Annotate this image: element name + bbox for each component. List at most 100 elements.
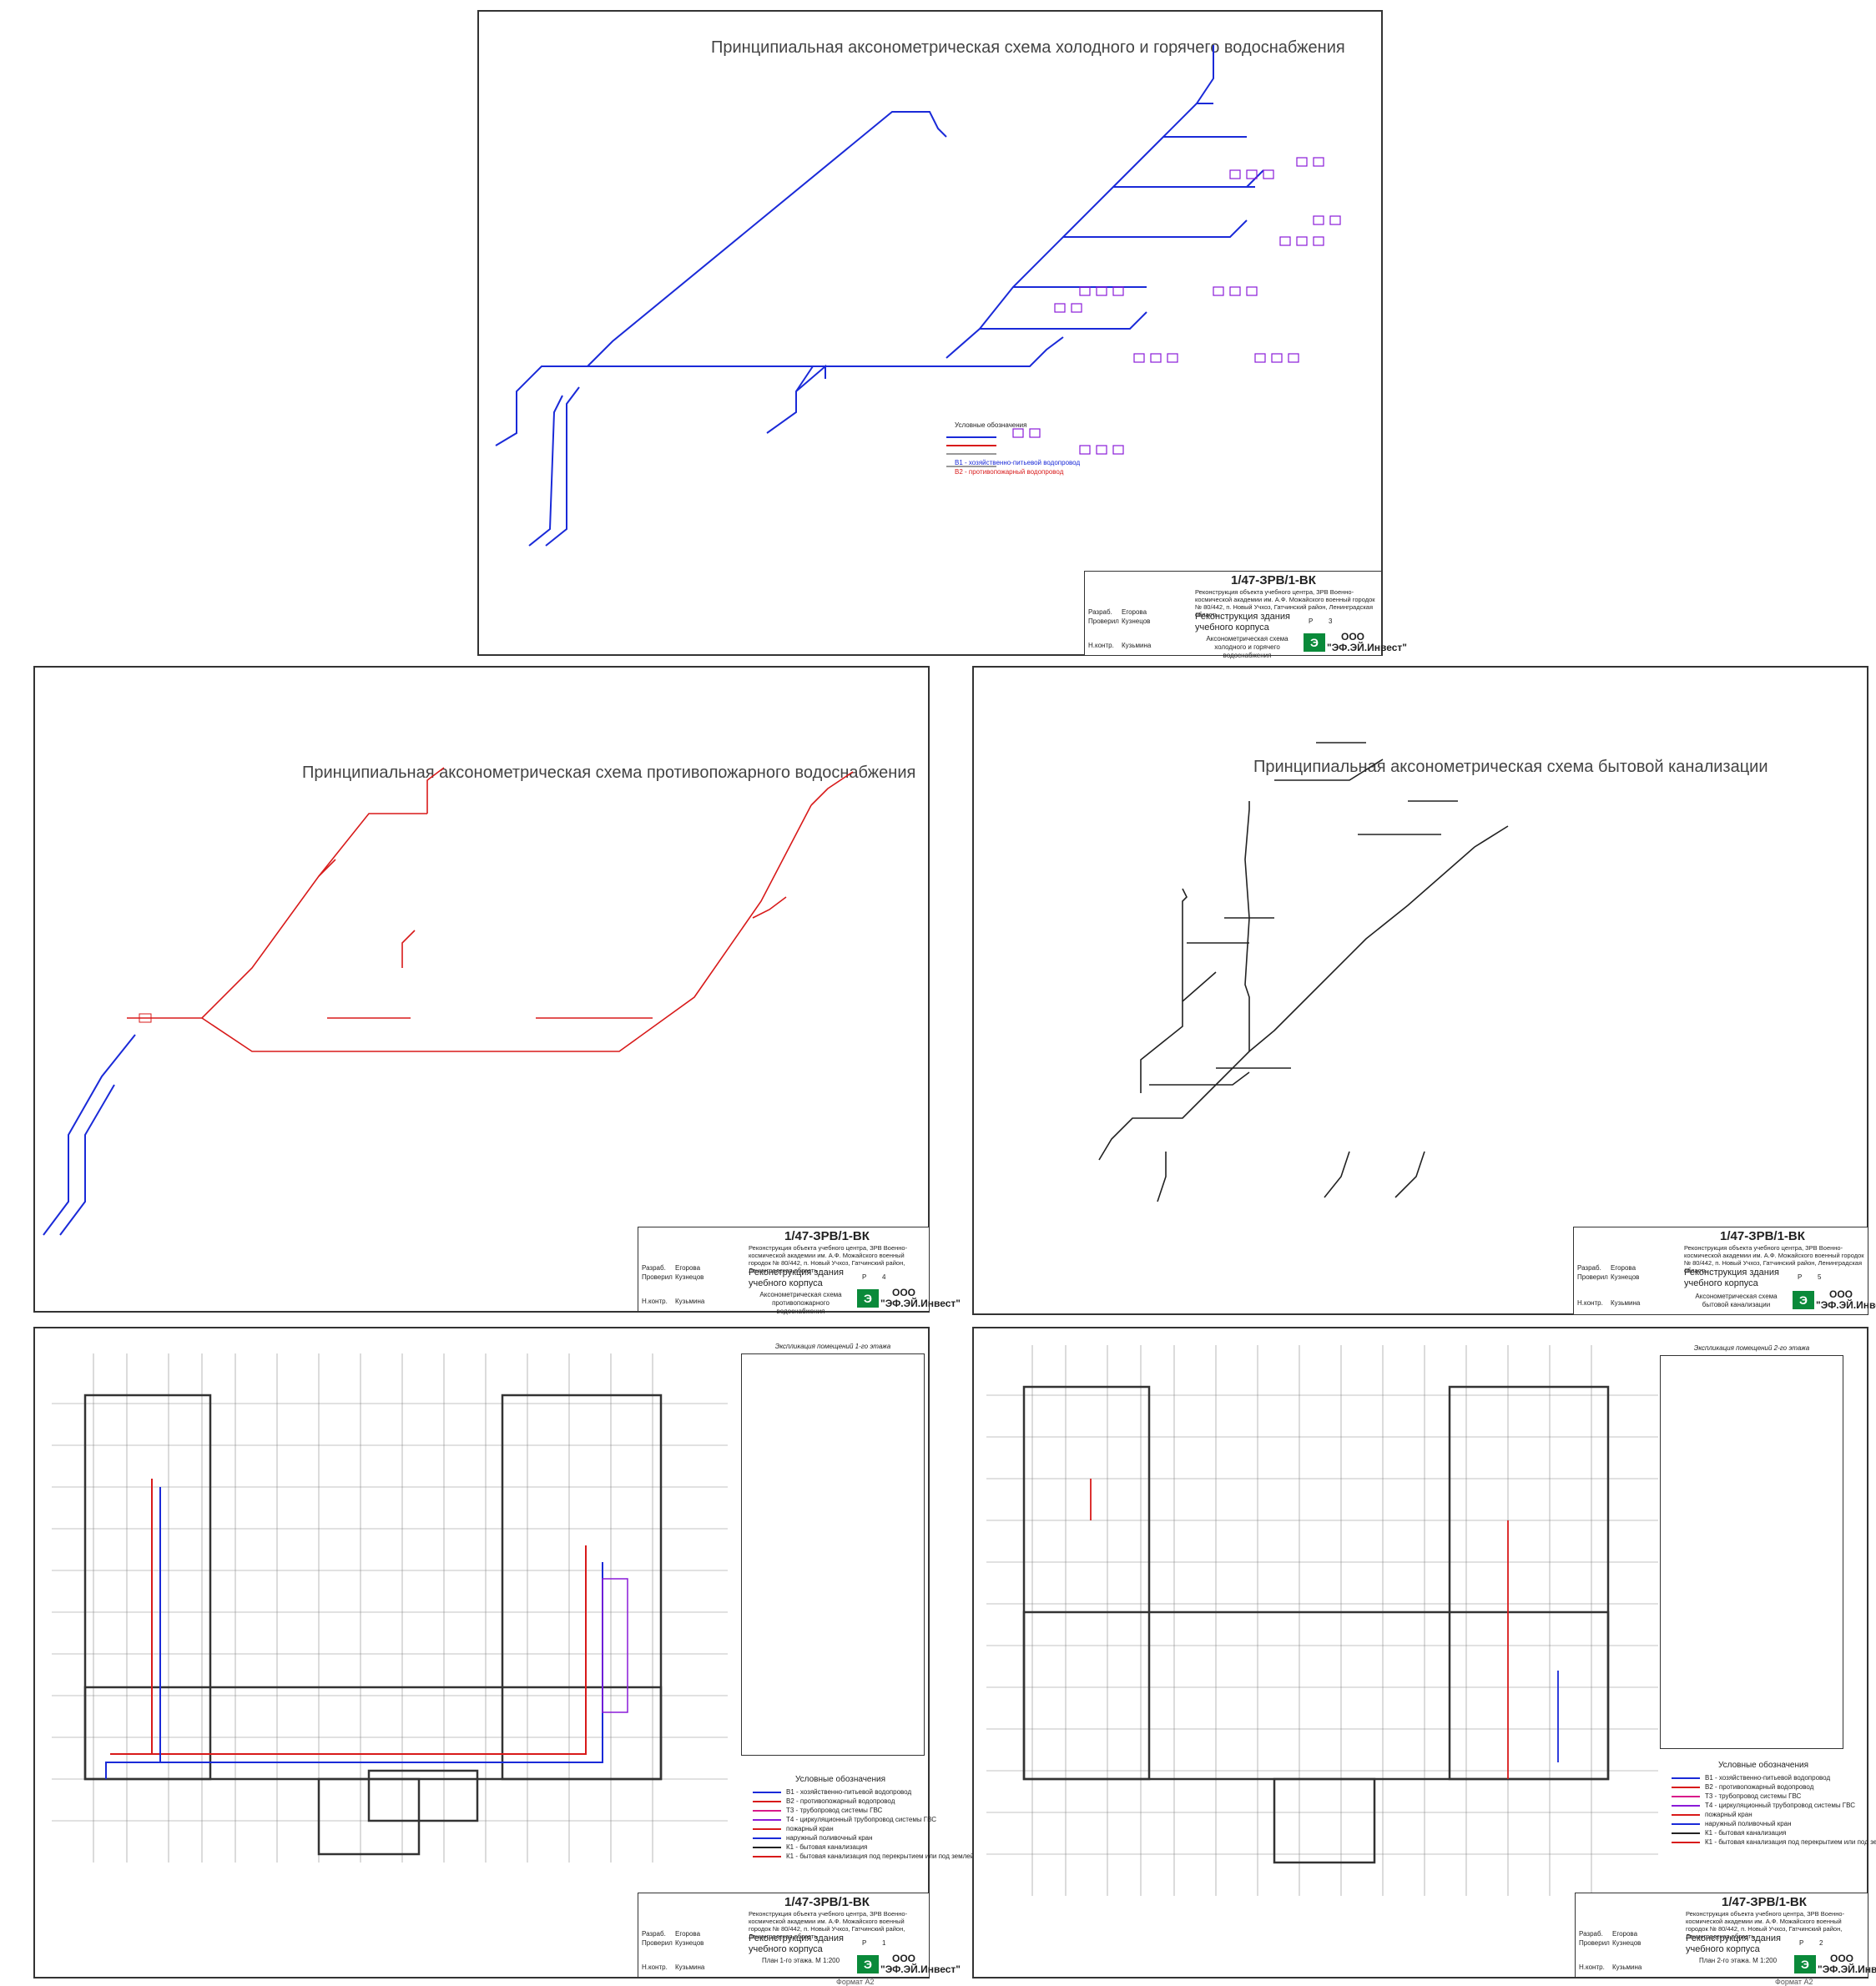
role-checker: Проверил: [1579, 1939, 1610, 1947]
firm-name: ООО"ЭФ.ЭЙ.Инвест": [880, 1953, 961, 1975]
project-name: Реконструкция объекта учебного центра, З…: [1686, 1910, 1845, 1940]
role-checker: Проверил: [642, 1939, 673, 1947]
legend-swatch: [1672, 1795, 1700, 1797]
name-normcontrol: Кузьмина: [1612, 1963, 1642, 1971]
name-checker: Кузнецов: [675, 1273, 704, 1281]
sheet-title: Принципиальная аксонометрическая схема х…: [711, 38, 1345, 57]
object-name: Реконструкция здания учебного корпуса: [749, 1268, 844, 1288]
legend-b2: В2 - противопожарный водопровод: [955, 468, 1064, 476]
drawing-code: 1/47-ЗРВ/1-ВК: [1720, 1229, 1805, 1243]
company-logo: Э: [1304, 633, 1325, 652]
object-name: Реконструкция здания учебного корпуса: [1686, 1933, 1781, 1954]
name-normcontrol: Кузьмина: [675, 1963, 705, 1971]
role-developer: Разраб.: [1577, 1264, 1601, 1272]
object-name: Реконструкция здания учебного корпуса: [1684, 1268, 1779, 1288]
title-block: 1/47-ЗРВ/1-ВК Реконструкция объекта учеб…: [1084, 571, 1407, 659]
legend-swatch: [753, 1827, 781, 1830]
legend-swatch: [753, 1800, 781, 1802]
sheet-title: Принципиальная аксонометрическая схема п…: [302, 764, 916, 782]
firm-name: ООО"ЭФ.ЭЙ.Инвест": [1327, 631, 1407, 653]
sheet-name: Аксонометрическая схема холодного и горя…: [1206, 635, 1288, 659]
firm-name: ООО"ЭФ.ЭЙ.Инвест": [880, 1287, 961, 1309]
legend-swatch: [1672, 1786, 1700, 1788]
legend-swatch: [753, 1818, 781, 1821]
legend-swatch: [753, 1809, 781, 1812]
legend-row: Т4 - циркуляционный трубопровод системы …: [753, 1815, 936, 1824]
legend: Условные обозначения В1 - хозяйственно-п…: [955, 421, 1080, 476]
role-developer: Разраб.: [1088, 608, 1112, 616]
plan-legend: Условные обозначения В1 - хозяйственно-п…: [1672, 1761, 1876, 1847]
legend-row: В2 - противопожарный водопровод: [753, 1797, 928, 1806]
sheet-number: 5: [1818, 1273, 1822, 1281]
explication-title: Экспликация помещений 1-го этажа: [774, 1343, 891, 1350]
format-label: Формат А2: [836, 1978, 875, 1986]
name-checker: Кузнецов: [1122, 617, 1151, 625]
stage-value: Р: [862, 1939, 867, 1947]
title-block: 1/47-ЗРВ/1-ВК Реконструкция объекта учеб…: [1573, 1227, 1876, 1315]
legend-swatch: [1672, 1777, 1700, 1779]
name-checker: Кузнецов: [675, 1939, 704, 1947]
legend-row: К1 - бытовая канализация под перекрытием…: [753, 1852, 974, 1861]
name-developer: Егорова: [675, 1930, 701, 1938]
role-normcontrol: Н.контр.: [1579, 1963, 1605, 1971]
role-normcontrol: Н.контр.: [1088, 642, 1114, 649]
legend-title: Условные обозначения: [955, 421, 1027, 429]
firm-name: ООО"ЭФ.ЭЙ.Инвест": [1816, 1288, 1876, 1311]
name-developer: Егорова: [1611, 1264, 1636, 1272]
legend-row: пожарный кран: [753, 1824, 928, 1833]
legend-swatch: [753, 1791, 781, 1793]
axonometric-fire-water-diagram: [43, 767, 854, 1236]
drawing-code: 1/47-ЗРВ/1-ВК: [784, 1229, 870, 1243]
role-developer: Разраб.: [642, 1930, 666, 1938]
legend-row: К1 - бытовая канализация под перекрытием…: [1672, 1837, 1876, 1847]
legend-swatch: [753, 1846, 781, 1848]
sheet-number: 1: [882, 1939, 886, 1947]
drawing-code: 1/47-ЗРВ/1-ВК: [1231, 573, 1316, 587]
role-normcontrol: Н.контр.: [1577, 1299, 1603, 1307]
explication-table: Экспликация помещений 1-го этажа: [741, 1343, 925, 1756]
sheet-name: Аксонометрическая схема противопожарного…: [759, 1291, 842, 1315]
company-logo: Э: [1793, 1291, 1814, 1309]
role-checker: Проверил: [642, 1273, 673, 1281]
axonometric-water-supply-diagram: [495, 45, 1341, 547]
drawing-code: 1/47-ЗРВ/1-ВК: [784, 1895, 870, 1909]
name-checker: Кузнецов: [1612, 1939, 1642, 1947]
legend-row: В1 - хозяйственно-питьевой водопровод: [1672, 1773, 1855, 1782]
sheet-name: Аксонометрическая схема бытовой канализа…: [1695, 1293, 1778, 1308]
stage-value: Р: [1799, 1939, 1804, 1947]
project-name: Реконструкция объекта учебного центра, З…: [1684, 1244, 1864, 1274]
name-normcontrol: Кузьмина: [1122, 642, 1152, 649]
name-developer: Егорова: [675, 1264, 701, 1272]
project-name: Реконструкция объекта учебного центра, З…: [1195, 588, 1375, 618]
legend-row: наружный поливочный кран: [753, 1833, 928, 1842]
title-block: 1/47-ЗРВ/1-ВК Реконструкция объекта учеб…: [638, 1227, 961, 1315]
role-checker: Проверил: [1577, 1273, 1608, 1281]
sheet-5: Принципиальная аксонометрическая схема б…: [972, 666, 1876, 1315]
sheet-title: Принципиальная аксонометрическая схема б…: [1253, 758, 1768, 776]
company-logo: Э: [857, 1289, 879, 1308]
floor-plan-2: [986, 1345, 1658, 1896]
legend-title: Условные обозначения: [794, 1775, 886, 1784]
legend-row: К1 - бытовая канализация: [753, 1842, 928, 1852]
legend-b1: В1 - хозяйственно-питьевой водопровод: [955, 459, 1081, 466]
title-block: 1/47-ЗРВ/1-ВК Реконструкция объекта учеб…: [638, 1893, 961, 1978]
role-normcontrol: Н.контр.: [642, 1963, 668, 1971]
firm-name: ООО"ЭФ.ЭЙ.Инвест": [1818, 1953, 1876, 1975]
object-name: Реконструкция здания учебного корпуса: [749, 1933, 844, 1954]
object-name: Реконструкция здания учебного корпуса: [1195, 612, 1290, 633]
stage-value: Р: [862, 1273, 867, 1281]
legend-swatch: [1672, 1832, 1700, 1834]
legend-swatch: [1672, 1822, 1700, 1825]
project-name: Реконструкция объекта учебного центра, З…: [749, 1244, 908, 1274]
axonometric-sewage-diagram: [1098, 742, 1509, 1202]
explication-title: Экспликация помещений 2-го этажа: [1693, 1344, 1810, 1352]
legend-row: В2 - противопожарный водопровод: [1672, 1782, 1855, 1792]
sheet-4: Принципиальная аксонометрическая схема п…: [33, 666, 961, 1315]
sheet-name: План 2-го этажа. М 1:200: [1698, 1957, 1778, 1964]
role-normcontrol: Н.контр.: [642, 1298, 668, 1305]
project-name: Реконструкция объекта учебного центра, З…: [749, 1910, 908, 1940]
company-logo: Э: [1794, 1955, 1816, 1973]
name-developer: Егорова: [1612, 1930, 1638, 1938]
legend-row: К1 - бытовая канализация: [1672, 1828, 1855, 1837]
legend-swatch: [753, 1837, 781, 1839]
